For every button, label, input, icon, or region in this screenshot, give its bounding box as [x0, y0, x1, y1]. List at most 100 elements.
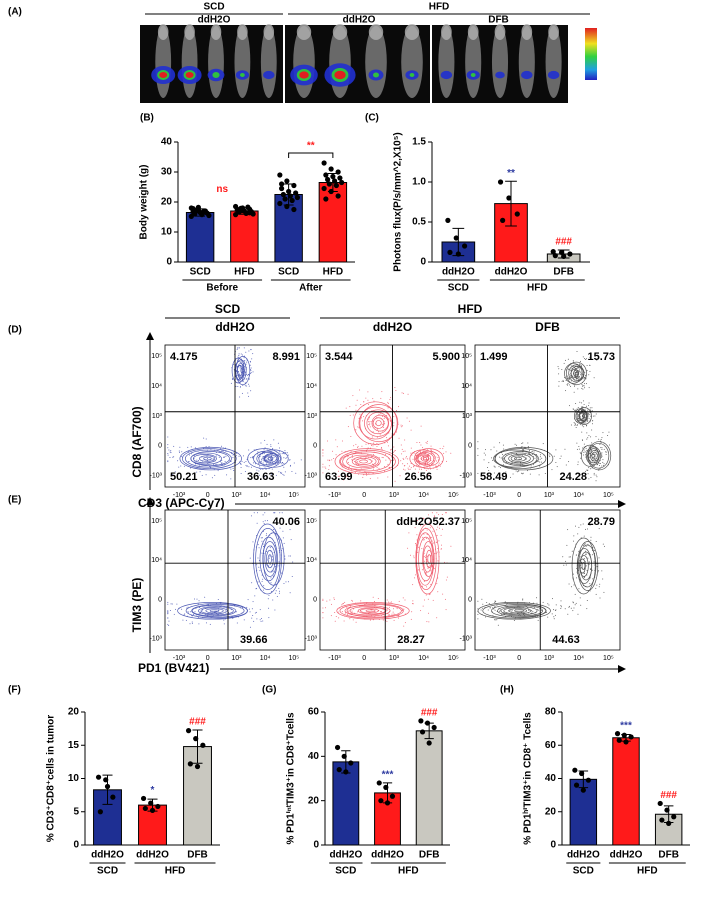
event-dot: [262, 546, 264, 548]
event-dot: [424, 557, 426, 559]
quadrant-value: 1.499: [480, 351, 508, 363]
mouse: [518, 26, 535, 98]
data-point: [245, 204, 251, 210]
event-dot: [231, 377, 233, 379]
event-dot: [233, 364, 235, 366]
event-dot: [338, 617, 340, 619]
contour: [184, 449, 232, 468]
event-dot: [588, 561, 590, 563]
event-dot: [338, 475, 340, 477]
event-dot: [192, 613, 194, 615]
event-dot: [407, 467, 409, 469]
event-dot: [591, 449, 593, 451]
event-dot: [223, 456, 225, 458]
event-dot: [199, 612, 201, 614]
event-dot: [389, 601, 391, 603]
event-dot: [419, 451, 421, 453]
event-dot: [267, 520, 269, 522]
event-dot: [189, 623, 191, 625]
event-dot: [277, 462, 279, 464]
event-dot: [333, 458, 335, 460]
event-dot: [287, 454, 289, 456]
error-bar: [505, 180, 517, 227]
data-point: [188, 213, 194, 219]
y-tick-label: 20: [308, 795, 320, 806]
event-dot: [239, 366, 241, 368]
mouse-head: [467, 24, 479, 40]
event-dot: [602, 465, 604, 467]
event-dot: [278, 447, 280, 449]
event-dot: [393, 422, 395, 424]
event-dot: [250, 367, 252, 369]
event-dot: [574, 422, 576, 424]
event-dot: [544, 473, 546, 475]
event-dot: [495, 600, 497, 602]
event-dot: [322, 449, 324, 451]
event-dot: [395, 410, 397, 412]
event-dot: [567, 383, 569, 385]
event-dot: [477, 600, 479, 602]
event-dot: [555, 461, 557, 463]
event-dot: [265, 457, 267, 459]
event-dot: [393, 613, 395, 615]
data-point: [335, 169, 341, 175]
event-dot: [404, 622, 406, 624]
mouse-head: [441, 24, 452, 40]
event-dot: [436, 468, 438, 470]
data-point: [623, 739, 629, 745]
event-dot: [355, 621, 357, 623]
event-dot: [583, 426, 585, 428]
event-dot: [180, 455, 182, 457]
event-dot: [261, 459, 263, 461]
event-dot: [502, 464, 504, 466]
event-dot: [431, 537, 433, 539]
event-dot: [602, 461, 604, 463]
event-dot: [361, 445, 363, 447]
event-dot: [375, 456, 377, 458]
event-dot: [282, 473, 284, 475]
event-dot: [206, 458, 208, 460]
event-dot: [527, 609, 529, 611]
event-dot: [197, 603, 199, 605]
event-dot: [583, 411, 585, 413]
event-dot: [601, 437, 603, 439]
contour: [491, 604, 547, 618]
signal: [263, 70, 275, 80]
mouse: [491, 26, 509, 98]
data-point: [325, 176, 331, 183]
event-dot: [369, 417, 371, 419]
x-tick-label: HFD: [323, 267, 344, 278]
event-dot: [549, 456, 551, 458]
event-dot: [251, 358, 253, 360]
significance: ###: [555, 237, 572, 248]
contour: [494, 446, 554, 471]
event-dot: [551, 613, 553, 615]
mouse-head: [263, 24, 275, 40]
y-tick-label: 10⁴: [461, 383, 472, 390]
event-dot: [564, 377, 566, 379]
event-dot: [277, 442, 279, 444]
event-dot: [272, 556, 274, 558]
event-dot: [257, 544, 259, 546]
data-point: [293, 190, 299, 196]
event-dot: [577, 414, 579, 416]
event-dot: [422, 450, 424, 452]
event-dot: [598, 557, 600, 559]
event-dot: [186, 607, 188, 609]
event-dot: [575, 554, 577, 556]
event-dot: [540, 454, 542, 456]
event-dot: [444, 512, 446, 514]
event-dot: [495, 619, 497, 621]
event-dot: [253, 512, 255, 514]
y-tick-label: 10: [68, 773, 80, 784]
event-dot: [568, 378, 570, 380]
contour: [179, 446, 242, 471]
x-tick-label: ddH2O: [495, 267, 528, 278]
quadrant-value: 3.544: [325, 351, 353, 363]
event-dot: [509, 609, 511, 611]
event-dot: [584, 451, 586, 453]
x-tick-label: ddH2O: [610, 850, 643, 861]
event-dot: [578, 370, 580, 372]
event-dot: [422, 605, 424, 607]
data-point: [103, 777, 109, 783]
